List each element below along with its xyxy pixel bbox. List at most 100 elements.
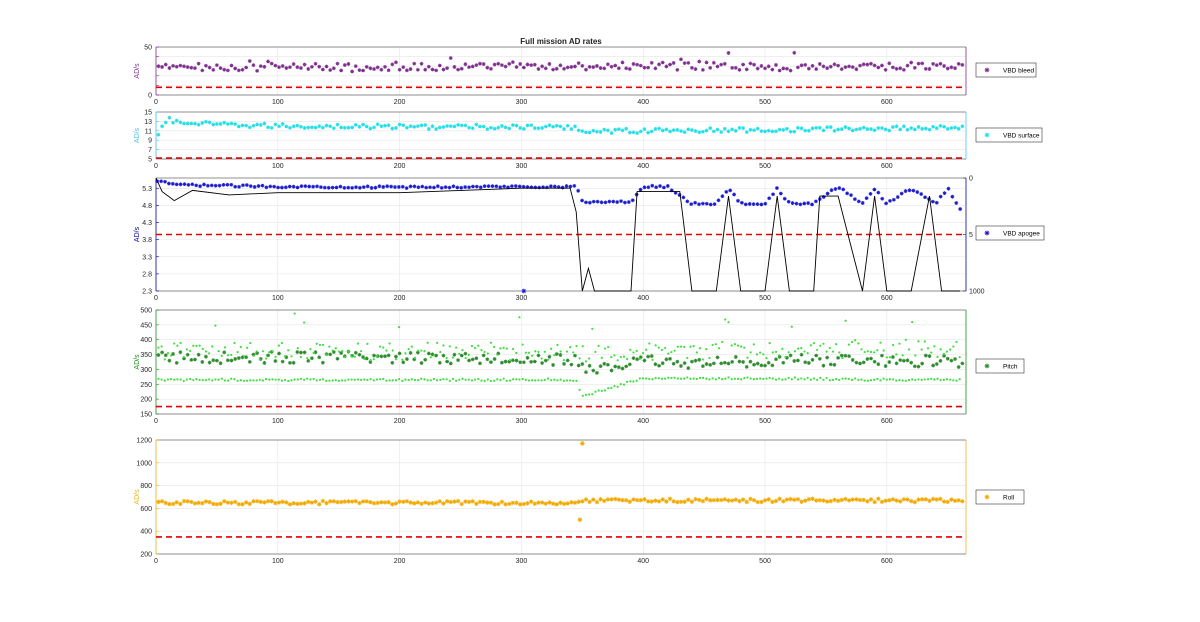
data-point <box>356 378 360 381</box>
data-point <box>372 353 376 358</box>
data-point <box>956 365 961 369</box>
data-point <box>719 62 724 67</box>
data-point <box>595 129 599 134</box>
legend-box <box>975 127 1043 143</box>
x-tick-label: 0 <box>154 418 158 425</box>
data-point <box>256 184 261 188</box>
data-point <box>577 517 583 523</box>
y-tick-label: 11 <box>145 128 152 135</box>
data-point <box>478 124 482 129</box>
data-point <box>296 378 299 381</box>
data-point <box>271 350 274 353</box>
data-point <box>616 359 619 362</box>
data-point <box>357 352 362 357</box>
subplot-5: 0 100 200 300 400 500 60020040060080010001200A… <box>134 438 1025 565</box>
data-point <box>580 499 585 504</box>
data-point <box>736 377 740 380</box>
data-point <box>412 124 417 129</box>
data-point <box>401 360 406 365</box>
data-point <box>525 501 530 506</box>
subplot-3: 0 100 200 300 400 500 6002.32.83.33.84.34.85.3… <box>134 176 1045 302</box>
data-point <box>463 351 468 356</box>
data-point <box>441 67 446 72</box>
data-point <box>895 379 898 382</box>
data-point <box>627 130 632 135</box>
data-point <box>492 126 497 131</box>
data-point <box>746 356 749 359</box>
data-point <box>755 499 760 505</box>
data-point <box>344 356 347 359</box>
data-point <box>920 61 925 66</box>
data-point <box>832 362 837 367</box>
data-point <box>705 377 708 380</box>
data-point <box>306 67 311 71</box>
data-point <box>822 378 825 381</box>
data-point <box>356 342 360 345</box>
data-point <box>949 378 952 381</box>
data-point <box>788 353 793 358</box>
data-point <box>273 122 278 127</box>
data-point <box>831 350 835 353</box>
data-point <box>864 196 869 201</box>
data-point <box>868 497 874 502</box>
data-point <box>532 62 537 67</box>
data-point <box>917 340 920 343</box>
data-point <box>227 354 230 357</box>
data-point <box>664 64 669 69</box>
data-point <box>489 66 493 71</box>
data-point <box>407 378 410 382</box>
data-point <box>682 130 687 135</box>
data-point <box>196 122 201 127</box>
data-point <box>426 64 431 69</box>
data-point <box>417 379 420 382</box>
data-point <box>572 184 577 188</box>
data-point <box>693 129 698 133</box>
data-point <box>726 129 731 134</box>
data-point <box>342 125 347 130</box>
data-point <box>904 379 907 382</box>
data-point <box>654 344 657 347</box>
data-point <box>363 378 366 381</box>
data-point <box>335 356 340 361</box>
data-point <box>269 61 274 66</box>
data-point <box>920 348 923 351</box>
data-point <box>752 362 756 367</box>
data-point <box>702 358 705 361</box>
data-point <box>455 379 458 382</box>
data-point <box>718 497 724 503</box>
data-point <box>408 124 413 129</box>
data-point <box>215 358 219 363</box>
data-point <box>388 379 391 382</box>
data-point <box>613 384 616 388</box>
data-point <box>474 501 479 507</box>
data-point <box>748 61 753 66</box>
data-point <box>752 343 755 346</box>
data-point <box>631 356 636 361</box>
data-point <box>512 347 515 351</box>
data-point <box>463 123 468 128</box>
data-point <box>459 123 464 128</box>
data-point <box>602 498 607 504</box>
y-tick-label: 4.3 <box>142 220 152 227</box>
data-point <box>364 356 369 361</box>
data-point <box>211 358 216 363</box>
data-point <box>730 344 733 347</box>
data-point <box>562 127 566 131</box>
data-point <box>863 350 866 354</box>
data-point <box>280 185 284 190</box>
data-point <box>299 350 303 355</box>
data-point <box>704 128 709 133</box>
data-point <box>817 125 822 130</box>
legend: VBD bleed <box>975 62 1037 78</box>
subplot-4: 0 100 200 300 400 500 600150200250300350400450… <box>134 308 1025 425</box>
data-point <box>508 358 512 362</box>
y-tick-label: 400 <box>140 337 152 344</box>
data-point <box>274 355 277 358</box>
data-point <box>654 185 659 190</box>
data-point <box>383 354 387 359</box>
data-point <box>923 497 929 502</box>
data-point <box>252 379 255 382</box>
data-point <box>905 127 910 132</box>
x-tick-label: 500 <box>759 418 771 425</box>
